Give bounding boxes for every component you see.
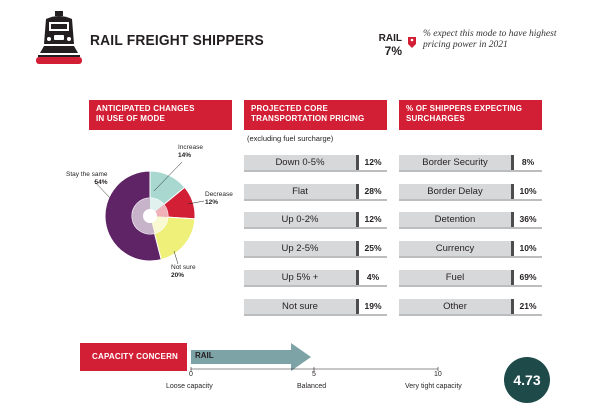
surcharge-bar-row: Border Delay 10% [399,183,542,199]
surcharge-bar-row: Detention 36% [399,212,542,228]
pricing-bar-label: Up 0-2% [281,214,319,226]
pricing-bar-shadow [244,170,387,172]
pie-label-stay-the-same: Stay the same 54% [66,171,108,186]
pricing-bar-label: Up 2-5% [281,243,319,255]
price-tag-icon [406,36,418,49]
pricing-bar-row: Down 0-5% 12% [244,155,387,170]
mode-name: RAIL [378,33,402,44]
tick-0: 0 [189,371,193,378]
leader-line-stay-the-same [93,180,111,199]
surcharge-bar-value: 69% [511,269,542,285]
pie-label-decrease: Decrease 12% [205,191,233,206]
header-accent-bar [36,57,82,64]
surcharge-bar-label: Other [443,300,467,312]
pricing-bar-value: 19% [356,298,387,314]
page-title: RAIL FREIGHT SHIPPERS [90,32,264,49]
capacity-heading: CAPACITY CONCERN [80,343,187,371]
pricing-bar-shadow [244,256,387,259]
balanced-label: Balanced [297,383,327,390]
leader-line-decrease [187,200,205,205]
pricing-bar-value: 12% [356,155,387,170]
pricing-bar-value: 4% [356,269,387,285]
surcharge-bar-shadow [399,198,542,201]
surcharge-bar-label: Border Delay [427,185,483,197]
mode-pct: 7% [384,44,402,58]
pricing-bar-shadow [244,198,387,201]
tick-5: 5 [312,371,316,378]
surcharges-heading: % OF SHIPPERS EXPECTING SURCHARGES [399,100,542,130]
pricing-note: (excluding fuel surcharge) [247,134,334,143]
surcharge-bar-shadow [399,170,542,172]
surcharge-bar-value: 8% [511,155,542,170]
mode-note: % expect this mode to have highest prici… [423,29,557,50]
loose-capacity-label: Loose capacity [166,383,213,390]
pricing-bar-label: Up 5% + [281,271,319,283]
pricing-bar-shadow [244,227,387,230]
pricing-bar-value: 25% [356,241,387,257]
pricing-bar-label: Not sure [282,300,318,312]
surcharge-bar-value: 36% [511,212,542,228]
surcharge-bar-row: Border Security 8% [399,155,542,170]
surcharge-bar-label: Detention [434,214,476,226]
capacity-score: 4.73 [504,357,550,403]
mode-use-heading: ANTICIPATED CHANGES IN USE OF MODE [89,100,232,130]
leader-line-not-sure [173,250,179,265]
pricing-bar-value: 12% [356,212,387,228]
pricing-bar-row: Not sure 19% [244,298,387,314]
surcharge-bar-label: Border Security [422,157,488,168]
pricing-heading: PROJECTED CORE TRANSPORTATION PRICING [244,100,387,130]
capacity-arrow-label: RAIL [195,351,214,360]
pricing-bar-shadow [244,284,387,287]
pricing-bar-row: Up 5% + 4% [244,269,387,285]
pricing-bar-value: 28% [356,183,387,199]
surcharge-bar-value: 10% [511,241,542,257]
surcharge-bar-shadow [399,227,542,230]
pie-label-increase: Increase 14% [178,144,203,159]
train-icon [36,10,82,64]
pricing-bar-label: Down 0-5% [275,157,325,168]
pie-label-not-sure: Not sure 20% [171,264,196,279]
pricing-bar-label: Flat [292,185,308,197]
surcharge-bar-label: Fuel [445,271,465,283]
pricing-bar-row: Flat 28% [244,183,387,199]
donut-hole [143,209,157,223]
tick-10: 10 [434,371,442,378]
surcharge-bar-label: Currency [435,243,475,255]
surcharge-bar-shadow [399,313,542,316]
surcharge-bar-value: 21% [511,298,542,314]
surcharge-bar-row: Other 21% [399,298,542,314]
surcharge-bar-row: Fuel 69% [399,269,542,285]
surcharge-bar-value: 10% [511,183,542,199]
pricing-bar-shadow [244,313,387,316]
tight-capacity-label: Very tight capacity [405,383,462,390]
surcharge-bar-shadow [399,284,542,287]
capacity-arrow [191,343,311,371]
pricing-bar-row: Up 2-5% 25% [244,241,387,257]
pricing-bar-row: Up 0-2% 12% [244,212,387,228]
pie-slice-stay-the-same [104,170,162,262]
mode-use-donut-chart [104,170,196,262]
surcharge-bar-row: Currency 10% [399,241,542,257]
surcharge-bar-shadow [399,256,542,259]
leader-line-increase [153,161,183,192]
